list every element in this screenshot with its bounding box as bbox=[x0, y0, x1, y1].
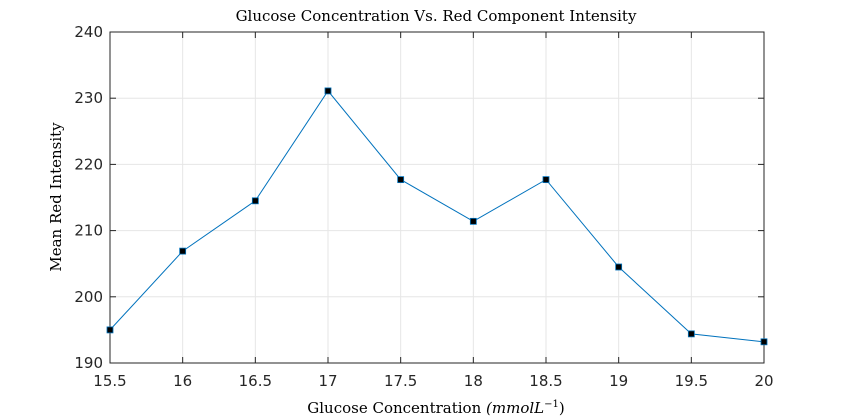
y-tick-label: 210 bbox=[74, 222, 103, 240]
series bbox=[106, 87, 768, 346]
x-tick-label: 17 bbox=[318, 372, 337, 390]
x-tick-label: 16 bbox=[173, 372, 192, 390]
x-tick-label: 19.5 bbox=[675, 372, 708, 390]
x-tick-label: 16.5 bbox=[239, 372, 272, 390]
x-tick-label: 19 bbox=[609, 372, 628, 390]
plot-area-border bbox=[109, 31, 765, 364]
x-tick-label: 17.5 bbox=[384, 372, 417, 390]
x-tick-label: 15.5 bbox=[93, 372, 126, 390]
data-point-marker bbox=[397, 176, 405, 184]
tick-labels: 15.5 16 16.5 17 17.5 18 18.5 19 19.5 20 190 200 210 2… bbox=[74, 23, 773, 390]
y-tick-label: 230 bbox=[74, 89, 103, 107]
y-tick-label: 190 bbox=[74, 354, 103, 372]
y-tick-label: 220 bbox=[74, 155, 103, 173]
data-point-marker bbox=[179, 247, 187, 255]
x-axis-label-main: Glucose Concentration bbox=[307, 399, 486, 417]
x-axis-label-close: ) bbox=[559, 399, 565, 417]
data-point-marker bbox=[760, 338, 768, 346]
data-point-marker bbox=[687, 330, 695, 338]
x-axis-label: Glucose Concentration (mmolL−1) bbox=[307, 399, 564, 417]
data-point-marker bbox=[251, 197, 259, 205]
x-axis-label-exponent: −1 bbox=[544, 399, 559, 410]
data-point-marker bbox=[615, 263, 623, 271]
axis-ticks bbox=[109, 31, 765, 364]
y-axis-label: Mean Red Intensity bbox=[47, 122, 65, 272]
x-axis-label-unit: (mmolL bbox=[486, 399, 544, 417]
data-point-marker bbox=[469, 217, 477, 225]
x-tick-label: 18.5 bbox=[529, 372, 562, 390]
grid bbox=[109, 31, 765, 364]
y-tick-label: 200 bbox=[74, 288, 103, 306]
chart-title: Glucose Concentration Vs. Red Component … bbox=[236, 7, 637, 25]
data-point-marker bbox=[106, 326, 114, 334]
data-point-marker bbox=[324, 87, 332, 95]
data-point-marker bbox=[542, 176, 550, 184]
x-tick-label: 18 bbox=[464, 372, 483, 390]
series-line bbox=[109, 90, 765, 343]
x-tick-label: 20 bbox=[754, 372, 773, 390]
y-tick-label: 240 bbox=[74, 23, 103, 41]
